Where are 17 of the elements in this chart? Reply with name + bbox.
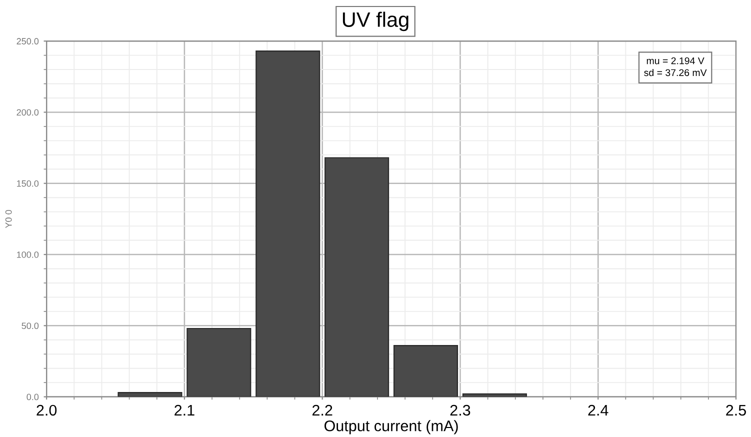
chart-title: UV flag <box>342 12 408 32</box>
annotation: mu = 2.194 V <box>646 57 704 64</box>
y-tick-label: 0.0 <box>26 394 39 400</box>
y-tick-label: 100.0 <box>17 251 39 258</box>
annotation: sd = 37.26 mV <box>644 68 707 76</box>
x-axis-title: Output current (mA) <box>324 420 458 434</box>
x-tick-label: 2.2 <box>312 404 332 416</box>
y-tick-label: 50.0 <box>22 322 39 330</box>
x-tick-label: 2.5 <box>726 404 746 416</box>
x-tick-label: 2.3 <box>450 404 470 416</box>
x-tick-label: 2.1 <box>174 404 194 416</box>
x-tick-label: 2.0 <box>36 404 57 416</box>
x-tick-label: 2.4 <box>588 404 608 416</box>
y-tick-label: 150.0 <box>17 180 39 187</box>
y-tick-label: 200.0 <box>16 109 39 116</box>
y-tick-label: 250.0 <box>16 38 39 44</box>
y-axis-title: Y0 0 <box>5 210 12 228</box>
